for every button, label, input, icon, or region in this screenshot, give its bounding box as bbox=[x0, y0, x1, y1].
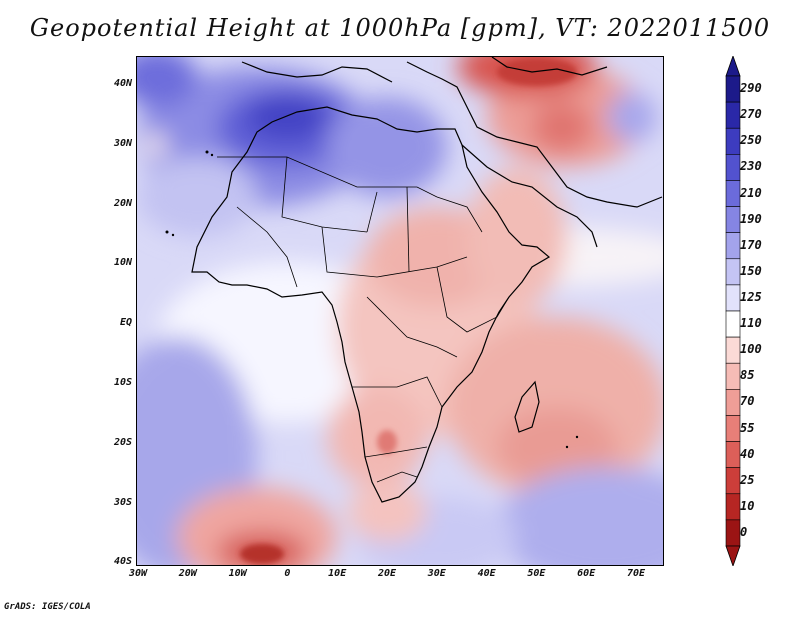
colorbar-label: 250 bbox=[740, 133, 762, 148]
colorbar-swatch bbox=[725, 284, 741, 312]
lat-label: 40N bbox=[113, 78, 132, 89]
colorbar-swatch bbox=[725, 101, 741, 129]
colorbar-swatch bbox=[725, 310, 741, 338]
colorbar-label: 210 bbox=[740, 185, 762, 200]
colorbar-label: 150 bbox=[740, 263, 762, 278]
colorbar-swatch bbox=[725, 180, 741, 207]
lat-label: 10N bbox=[113, 257, 132, 269]
country-borders bbox=[217, 156, 510, 483]
colorbar-swatch bbox=[725, 154, 741, 181]
colorbar-label: 230 bbox=[740, 159, 762, 174]
colorbar-swatch bbox=[725, 389, 741, 416]
lon-label: 10W bbox=[228, 568, 247, 579]
lon-label: 70E bbox=[626, 568, 646, 579]
lat-label: 30S bbox=[113, 496, 132, 508]
colorbar-swatch bbox=[725, 206, 741, 233]
lat-label: 30N bbox=[113, 137, 132, 149]
lon-label: 30W bbox=[128, 568, 148, 579]
colorbar-label: 10 bbox=[740, 498, 755, 513]
lat-label: 40S bbox=[113, 556, 132, 568]
colorbar-swatch bbox=[725, 232, 741, 260]
colorbar-label: 190 bbox=[740, 211, 762, 226]
lat-label: 20S bbox=[113, 436, 132, 448]
colorbar-label: 40 bbox=[740, 446, 755, 461]
map-title: Geopotential Height at 1000hPa [gpm], VT… bbox=[29, 14, 771, 42]
colorbar-label: 25 bbox=[740, 472, 755, 487]
colorbar bbox=[725, 56, 741, 566]
colorbar-label: 290 bbox=[740, 81, 762, 96]
colorbar-swatch bbox=[725, 467, 741, 495]
lat-label: 20N bbox=[113, 197, 132, 209]
colorbar-top-arrow bbox=[725, 56, 741, 77]
colorbar-label: 100 bbox=[740, 342, 762, 357]
lon-label: 20W bbox=[178, 568, 197, 579]
colorbar-swatch bbox=[725, 336, 741, 364]
lat-label: EQ bbox=[119, 317, 132, 329]
colorbar-swatch bbox=[725, 362, 741, 390]
colorbar-label: 125 bbox=[740, 289, 762, 304]
grads-credit: GrADS: IGES/COLA bbox=[4, 602, 91, 612]
colorbar-swatch bbox=[725, 415, 741, 442]
geopotential-map bbox=[137, 57, 663, 565]
field-blobs bbox=[137, 57, 663, 565]
colorbar-bottom-arrow bbox=[725, 545, 741, 566]
colorbar-swatch bbox=[725, 519, 741, 547]
lon-label: 50E bbox=[527, 568, 546, 579]
colorbar-label: 0 bbox=[740, 524, 748, 539]
lon-label: 0 bbox=[284, 568, 291, 579]
lat-label: 10S bbox=[113, 377, 132, 388]
colorbar-swatch bbox=[725, 441, 741, 468]
coastlines bbox=[191, 57, 663, 503]
colorbar-swatch bbox=[725, 127, 741, 155]
lon-label: 20E bbox=[377, 568, 397, 579]
colorbar-label: 170 bbox=[740, 237, 762, 252]
lon-label: 40E bbox=[477, 568, 496, 579]
colorbar-swatch bbox=[725, 493, 741, 521]
colorbar-label: 270 bbox=[740, 107, 762, 122]
lon-label: 30E bbox=[427, 568, 446, 579]
map-panel bbox=[136, 56, 664, 566]
colorbar-label: 70 bbox=[740, 394, 755, 409]
colorbar-label: 85 bbox=[740, 368, 755, 383]
islands bbox=[165, 150, 579, 449]
colorbar-label: 110 bbox=[740, 316, 762, 331]
colorbar-label: 55 bbox=[740, 420, 755, 435]
colorbar-swatch bbox=[725, 258, 741, 286]
lon-label: 60E bbox=[577, 568, 596, 579]
colorbar-swatch bbox=[725, 75, 741, 103]
lon-label: 10E bbox=[328, 568, 347, 579]
